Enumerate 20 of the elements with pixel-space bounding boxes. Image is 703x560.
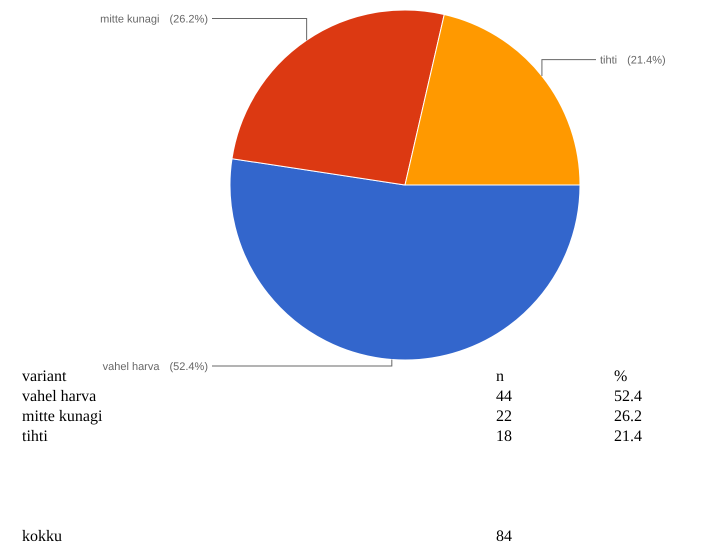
- text: n: [496, 368, 504, 385]
- data-label: 52.4: [614, 388, 642, 405]
- slice-label: vahel harva: [102, 361, 160, 373]
- text: kokku: [22, 528, 62, 545]
- category-label: vahel harva: [22, 388, 96, 405]
- text: 84: [496, 528, 512, 545]
- data-label: (26.2%): [169, 14, 208, 26]
- data-label: 21.4: [614, 428, 642, 445]
- data-label: (52.4%): [169, 361, 208, 373]
- category-label: tihti: [22, 428, 48, 445]
- data-label: 26.2: [614, 408, 642, 425]
- data-label: (21.4%): [627, 54, 666, 67]
- data-label: 22: [496, 408, 512, 425]
- text: %: [614, 368, 628, 385]
- text: variant: [22, 368, 67, 385]
- slice-label: mitte kunagi: [100, 14, 160, 26]
- category-label: mitte kunagi: [22, 408, 103, 425]
- data-label: 18: [496, 428, 512, 445]
- slice-label: tihti: [600, 54, 618, 67]
- data-label: 44: [496, 388, 512, 405]
